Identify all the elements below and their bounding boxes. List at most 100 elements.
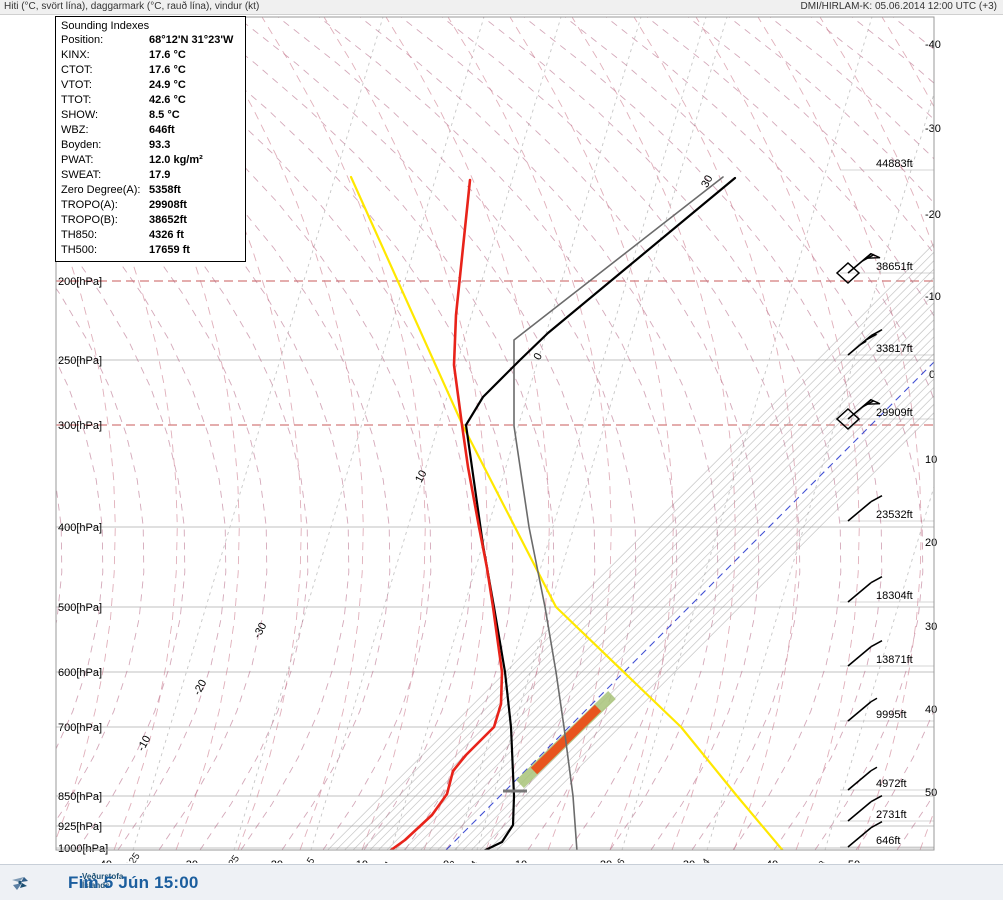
dry-adiabat-line: [810, 17, 934, 121]
wind-barb[interactable]: [847, 329, 883, 356]
wind-barbs[interactable]: [835, 252, 883, 848]
barb-half-flag: [870, 697, 878, 703]
sounding-index-row: VTOT: 24.9 °C: [56, 78, 245, 93]
sounding-index-row: TH850: 4326 ft: [56, 228, 245, 243]
isotherm-line: [378, 293, 934, 850]
sounding-indexes-panel: Sounding Indexes Position: 68°12'N 31°23'…: [55, 16, 246, 262]
sounding-index-value: 24.9 °C: [149, 79, 186, 91]
pressure-axis-label: 850[hPa]: [58, 791, 102, 803]
dry-adiabat-line: [113, 17, 473, 850]
sounding-index-label: TTOT:: [61, 94, 92, 106]
isotherm-inner-label: -30: [251, 621, 269, 641]
sounding-index-value: 12.0 kg/m²: [149, 154, 203, 166]
sounding-index-label: TROPO(A):: [61, 199, 118, 211]
sounding-index-value: 38652ft: [149, 214, 187, 226]
dry-adiabat-line: [482, 17, 842, 850]
isotherm-line: [403, 319, 934, 850]
sounding-index-label: Boyden:: [61, 139, 102, 151]
moist-adiabat-line: [323, 17, 488, 850]
footer-bar: Veðurstofa Íslands Fim 5 Jún 15:00: [0, 864, 1003, 900]
sounding-index-value: 17.6 °C: [149, 49, 186, 61]
isotherm-right-label: 30: [925, 621, 937, 633]
isotherm-inner-label: 30: [699, 173, 715, 189]
wind-barb[interactable]: [835, 398, 881, 431]
moist-adiabat-line: [944, 17, 1003, 850]
moist-adiabat-line: [56, 220, 116, 841]
wind-barb[interactable]: [835, 252, 881, 285]
temperature-axis-tick: 10: [515, 859, 527, 863]
parcel-curve: [513, 176, 724, 850]
wind-barb[interactable]: [847, 640, 883, 667]
isotherm-right-label: 0: [929, 369, 935, 381]
header-bar: Hiti (°C, svört lína), daggarmark (°C, r…: [0, 0, 1003, 15]
dry-adiabat-line: [56, 287, 145, 822]
temperature-axis-tick: -20: [267, 859, 283, 863]
sounding-index-value: 17.6 °C: [149, 64, 186, 76]
barb-full-flag: [870, 640, 883, 648]
pressure-axis-label: 250[hPa]: [58, 355, 102, 367]
isotherm-line: [479, 395, 934, 850]
wind-barb[interactable]: [847, 795, 883, 822]
barb-pennant: [863, 398, 881, 405]
pressure-axis-label: 600[hPa]: [58, 667, 102, 679]
sounding-index-row: SHOW: 8.5 °C: [56, 108, 245, 123]
dry-adiabat-line: [56, 359, 104, 750]
altitude-axis-label: 4972ft: [876, 778, 907, 790]
sounding-index-value: 42.6 °C: [149, 94, 186, 106]
isotherm-line: [395, 310, 934, 850]
mixing-ratio-line: [132, 17, 384, 850]
sounding-index-row: TROPO(A): 29908ft: [56, 198, 245, 213]
barb-full-flag: [862, 400, 874, 408]
barb-full-flag: [870, 821, 883, 829]
mixing-ratio-line: [824, 485, 934, 850]
isotherm-inner-label: -20: [191, 678, 209, 698]
dry-adiabat-line: [277, 17, 637, 850]
isotherm-inner-label: 10: [413, 468, 429, 484]
sounding-index-row: Zero Degree(A): 5358ft: [56, 183, 245, 198]
moist-adiabat-line: [819, 17, 934, 850]
wind-barb[interactable]: [847, 495, 883, 522]
wind-barb[interactable]: [847, 697, 878, 722]
mixing-ratio-tick: 4: [469, 859, 481, 863]
isotherm-right-label: 50: [925, 787, 937, 799]
wind-barb[interactable]: [847, 821, 883, 848]
dry-adiabat-line: [56, 141, 268, 850]
pressure-axis-label: 700[hPa]: [58, 722, 102, 734]
dry-adiabat-line: [0, 17, 21, 850]
mixing-ratio-tick: 2: [448, 859, 460, 863]
sounding-index-row: PWAT: 12.0 kg/m²: [56, 153, 245, 168]
temperature-axis-tick: 50: [848, 859, 860, 863]
isotherm-right-label: -40: [925, 39, 941, 51]
wind-barb[interactable]: [847, 766, 878, 791]
isotherm-line: [437, 352, 934, 850]
sounding-index-label: TH850:: [61, 229, 98, 241]
barb-half-flag: [859, 340, 867, 346]
sounding-index-value: 4326 ft: [149, 229, 184, 241]
sounding-index-row: KINX: 17.6 °C: [56, 48, 245, 63]
moist-adiabat-grid: [0, 17, 1003, 850]
altitude-axis-label: 33817ft: [876, 343, 913, 355]
dry-adiabat-line: [318, 17, 678, 850]
plot-frame: [55, 16, 935, 851]
moist-adiabat-line: [881, 17, 934, 108]
barb-full-flag: [862, 254, 874, 262]
mixing-ratio-tick: 1: [383, 859, 395, 863]
vedurstofa-logo-icon: [12, 877, 28, 890]
barb-shaft: [847, 827, 872, 848]
isotherm-line: [352, 268, 934, 850]
dry-adiabat-line: [605, 17, 934, 850]
mixing-ratio-line: [390, 17, 642, 850]
isotherm-grid: [327, 243, 934, 850]
sounding-index-label: TROPO(B):: [61, 214, 118, 226]
barb-full-flag: [870, 795, 883, 803]
moist-adiabat-line: [261, 17, 426, 850]
temperature-axis-tick: 0: [443, 859, 449, 863]
altitude-axis-label: 18304ft: [876, 590, 913, 602]
mixing-ratio-tick: 0.5: [300, 855, 317, 863]
isotherm-right-label: -30: [925, 123, 941, 135]
header-title: Hiti (°C, svört lína), daggarmark (°C, r…: [4, 1, 260, 12]
moist-adiabat-line: [0, 17, 53, 850]
footer-org-name: Veðurstofa Íslands: [82, 872, 142, 890]
wind-barb[interactable]: [847, 576, 883, 603]
